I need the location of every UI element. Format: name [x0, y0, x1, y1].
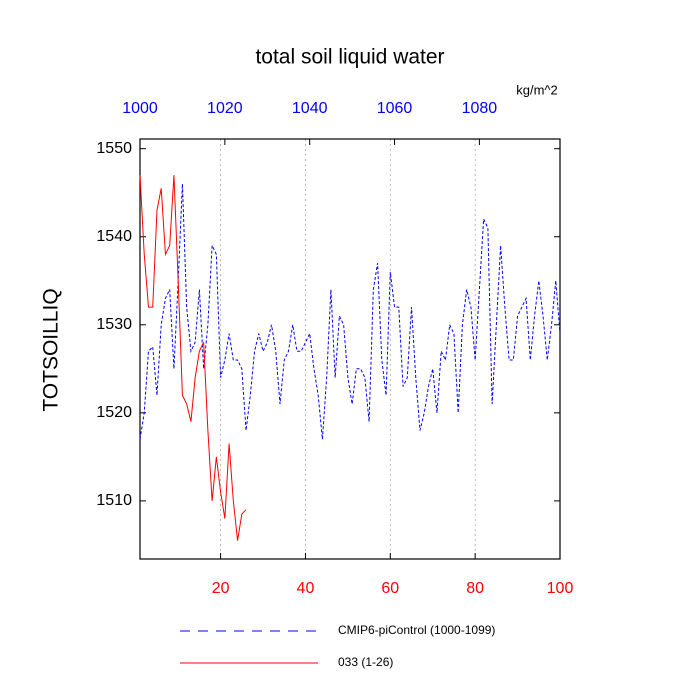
x-tick-label: 100 — [547, 580, 574, 597]
chart-title: total soil liquid water — [255, 46, 444, 69]
y-tick-label: 1510 — [96, 492, 132, 509]
x2-tick-label: 1060 — [377, 100, 413, 117]
x-tick-label: 80 — [466, 580, 484, 597]
series-line — [139, 175, 247, 541]
x-tick-label: 40 — [297, 580, 315, 597]
y-axis-label: TOTSOILLIQ — [40, 288, 63, 411]
legend-label: CMIP6-piControl (1000-1099) — [338, 623, 495, 637]
y-tick-label: 1540 — [96, 228, 132, 245]
x2-tick-label: 1080 — [462, 100, 498, 117]
y-tick-label: 1550 — [96, 140, 132, 157]
series-line — [139, 183, 561, 440]
x-tick-label: 20 — [212, 580, 230, 597]
x2-tick-label: 1020 — [207, 100, 243, 117]
y-tick-label: 1520 — [96, 404, 132, 421]
x-tick-label: 60 — [381, 580, 399, 597]
x2-tick-label: 1000 — [122, 100, 158, 117]
units-label: kg/m^2 — [516, 82, 558, 97]
plot-frame — [139, 138, 561, 560]
legend-label: 033 (1-26) — [338, 655, 393, 669]
y-tick-label: 1530 — [96, 316, 132, 333]
x2-tick-label: 1040 — [292, 100, 328, 117]
